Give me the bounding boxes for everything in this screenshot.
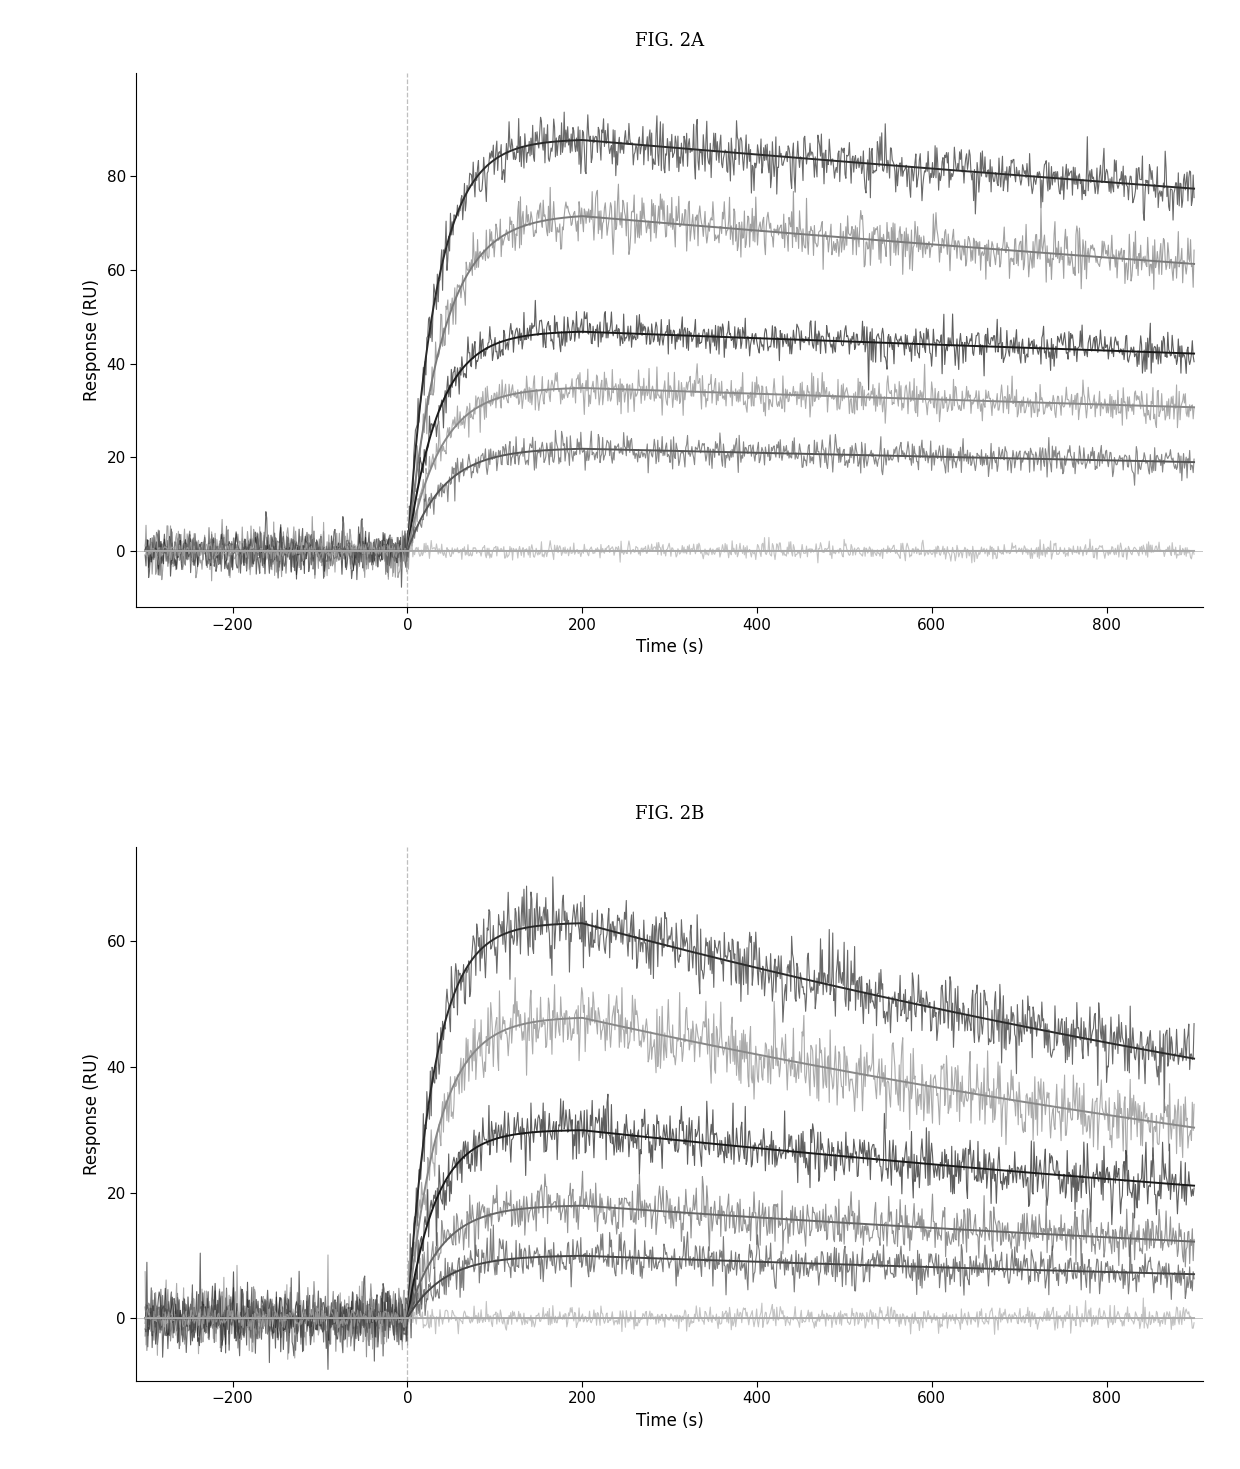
X-axis label: Time (s): Time (s) (636, 638, 703, 657)
Y-axis label: Response (RU): Response (RU) (83, 279, 100, 401)
Y-axis label: Response (RU): Response (RU) (83, 1053, 100, 1175)
X-axis label: Time (s): Time (s) (636, 1412, 703, 1429)
Title: FIG. 2A: FIG. 2A (635, 32, 704, 50)
Title: FIG. 2B: FIG. 2B (635, 805, 704, 824)
